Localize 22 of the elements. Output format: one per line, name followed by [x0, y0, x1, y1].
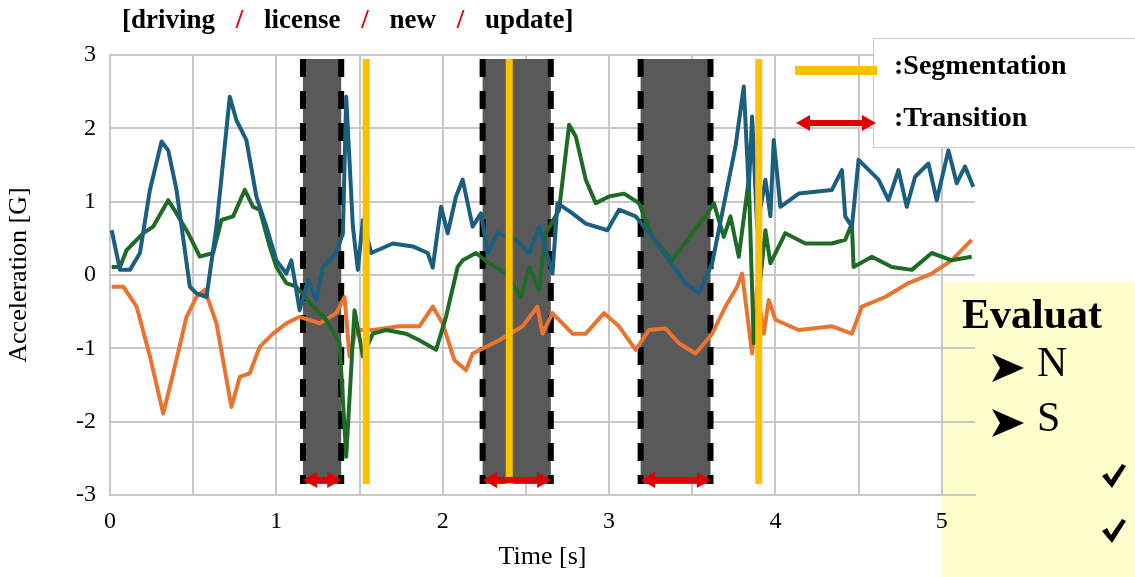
legend-panel: :Segmentation :Transition [873, 38, 1135, 148]
x-tick-label: 5 [935, 506, 948, 533]
x-tick-label: 1 [270, 506, 283, 533]
y-tick-label: -3 [76, 480, 96, 507]
text: S [1037, 393, 1061, 441]
y-tick-label: 1 [84, 186, 96, 213]
x-tick-label: 0 [104, 506, 116, 533]
x-tick-label: 3 [603, 506, 616, 533]
y-tick-label: 3 [84, 40, 96, 67]
x-tick-label: 2 [436, 506, 449, 533]
annotation: :Segmentation [894, 49, 1067, 81]
text: N [1037, 338, 1068, 386]
chart-title: [driving / license / new / update] [122, 4, 574, 35]
y-tick-label: -2 [76, 406, 96, 433]
annotation: Evaluat [962, 290, 1103, 338]
y-tick-label: -1 [76, 333, 96, 360]
x-axis-title: Time [s] [498, 541, 587, 571]
x-tick-label: 4 [769, 506, 782, 533]
annotation: :Transition [894, 101, 1028, 133]
y-tick-label: 2 [84, 113, 96, 140]
y-tick-label: 0 [84, 260, 96, 287]
y-axis-title: Acceleration [G] [3, 187, 33, 363]
